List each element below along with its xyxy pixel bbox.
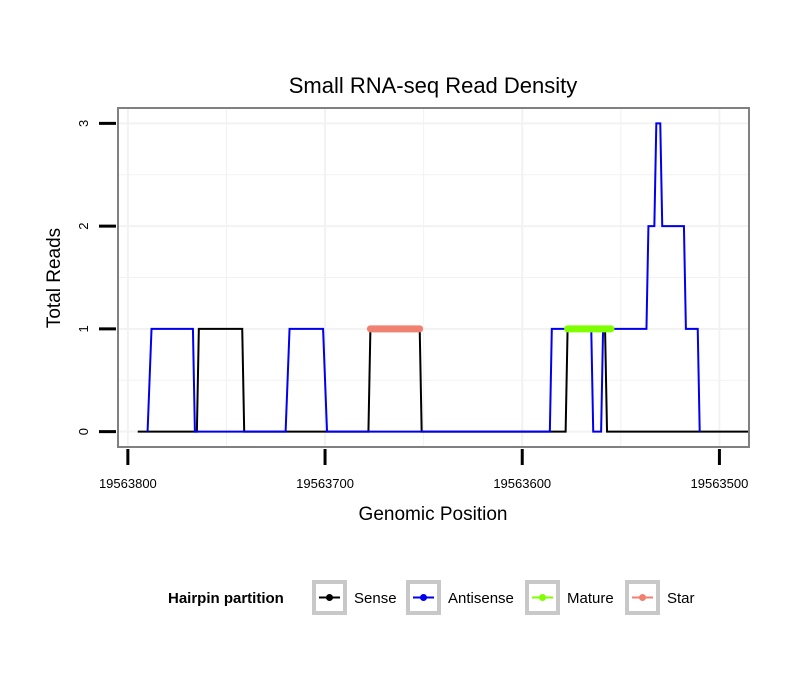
x-axis-title: Genomic Position xyxy=(359,504,508,525)
chart-title: Small RNA-seq Read Density xyxy=(289,73,578,98)
legend-title: Hairpin partition xyxy=(168,590,284,607)
y-tick-label: 3 xyxy=(76,120,91,127)
legend-label-antisense: Antisense xyxy=(448,590,514,607)
grid-lines xyxy=(118,108,749,447)
legend-label-mature: Mature xyxy=(567,590,614,607)
series-line-antisense xyxy=(146,122,701,433)
x-tick-label: 19563800 xyxy=(99,476,157,491)
y-tick-label: 1 xyxy=(76,325,91,332)
legend-dot-sense xyxy=(326,594,333,601)
legend-label-star: Star xyxy=(667,590,695,607)
legend-dot-mature xyxy=(539,594,546,601)
x-tick-label: 19563500 xyxy=(691,476,749,491)
legend-dot-antisense xyxy=(420,594,427,601)
plot-panel-frame xyxy=(117,107,750,448)
axes: 0 1 2 3 19563800 19563700 19563600 19563500 xyxy=(76,120,748,491)
y-tick-label: 2 xyxy=(76,223,91,230)
x-tick-label: 19563700 xyxy=(296,476,354,491)
x-tick-label: 19563600 xyxy=(493,476,551,491)
y-axis-title: Total Reads xyxy=(44,228,65,328)
legend: Hairpin partition Sense Antisense Mature St… xyxy=(168,580,695,615)
y-tick-label: 0 xyxy=(76,428,91,435)
plot-data xyxy=(137,122,749,433)
legend-label-sense: Sense xyxy=(354,590,397,607)
legend-dot-star xyxy=(639,594,646,601)
